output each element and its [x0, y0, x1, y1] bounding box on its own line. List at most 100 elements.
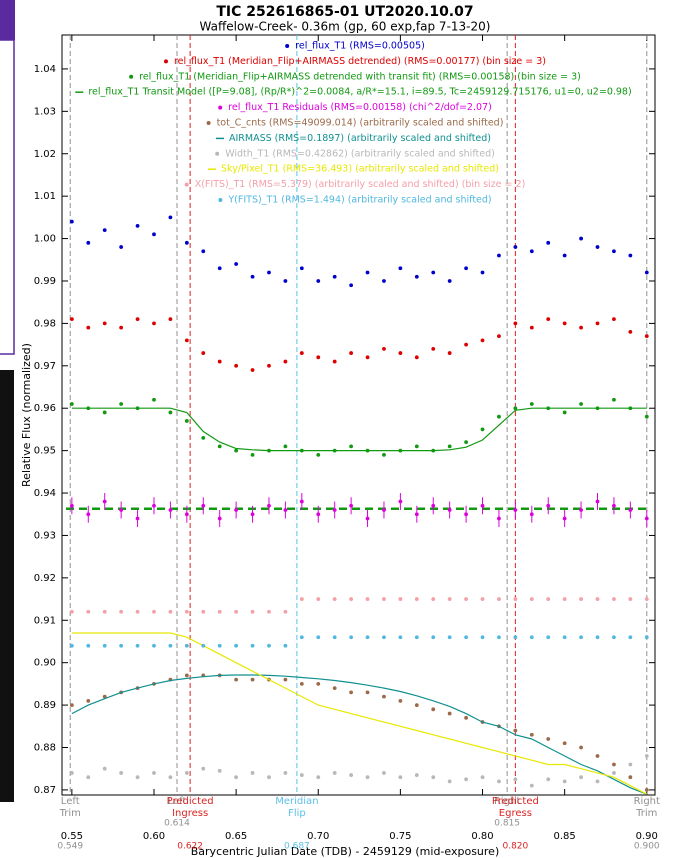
data-point: [414, 444, 419, 449]
legend-symbol: [163, 59, 168, 64]
data-point: [546, 635, 551, 640]
data-point: [513, 406, 518, 411]
data-point: [431, 270, 436, 275]
data-point: [316, 681, 321, 686]
data-point: [267, 270, 271, 275]
data-point: [102, 694, 107, 699]
data-point: [267, 503, 271, 508]
data-point: [283, 359, 288, 364]
marker-label: Left: [168, 796, 187, 807]
data-point: [102, 609, 107, 614]
series-line: [71, 632, 648, 795]
data-point: [69, 703, 74, 707]
y-tick-label: 0.95: [34, 446, 56, 457]
data-point: [628, 762, 633, 767]
data-point: [267, 775, 271, 780]
data-point: [102, 228, 107, 232]
data-point: [316, 775, 321, 780]
data-point: [86, 609, 91, 614]
data-point: [299, 681, 304, 686]
data-point: [217, 359, 222, 364]
data-point: [579, 597, 583, 601]
data-point: [562, 321, 567, 326]
data-point: [595, 597, 600, 601]
data-point: [152, 397, 156, 402]
data-point: [529, 512, 534, 517]
data-point: [69, 317, 74, 322]
data-point: [382, 508, 386, 512]
data-point: [267, 643, 271, 648]
legend-label: rel_flux_T1 (Meridian_Flip+AIRMASS detre…: [139, 71, 581, 82]
data-point: [398, 775, 403, 780]
data-point: [135, 643, 140, 648]
legend-symbol: [218, 105, 223, 110]
data-point: [382, 597, 386, 601]
data-point: [628, 635, 633, 640]
data-point: [69, 219, 74, 224]
data-point: [480, 338, 485, 343]
data-point: [431, 635, 436, 640]
x-tick-label: 0.55: [61, 831, 83, 842]
data-point: [628, 253, 633, 258]
data-point: [119, 643, 124, 648]
data-point: [217, 266, 222, 271]
legend-label: Width_T1 (RMS=0.42862) (arbitrarily scal…: [225, 148, 495, 159]
data-point: [562, 635, 567, 640]
data-point: [365, 597, 370, 601]
x-tick-label: 0.70: [307, 831, 329, 842]
data-point: [332, 274, 337, 279]
data-point: [135, 317, 140, 322]
chart-title: TIC 252616865-01 UT2020.10.07: [216, 4, 473, 20]
chart-subtitle: Waffelow-Creek- 0.36m (gp, 60 exp,fap 7-…: [200, 20, 491, 34]
data-point: [234, 363, 239, 368]
data-point: [414, 703, 419, 707]
data-point: [349, 444, 354, 449]
x-tick-label: 0.60: [143, 831, 165, 842]
data-point: [612, 771, 616, 775]
data-point: [579, 236, 583, 241]
y-axis-label: Relative Flux (normalized): [20, 343, 33, 487]
data-point: [546, 777, 551, 782]
data-point: [398, 597, 403, 601]
data-point: [332, 686, 337, 691]
data-point: [201, 643, 206, 648]
data-point: [184, 643, 189, 648]
marker-label: Ingress: [172, 808, 208, 819]
data-point: [316, 355, 321, 360]
legend-symbol: [285, 44, 290, 48]
data-point: [168, 775, 173, 780]
data-point: [644, 334, 649, 339]
data-point: [644, 597, 649, 601]
data-point: [447, 635, 452, 640]
data-point: [480, 270, 485, 275]
data-point: [250, 368, 255, 372]
data-point: [480, 503, 485, 508]
data-point: [628, 329, 633, 334]
y-tick-label: 0.96: [34, 403, 56, 414]
data-point: [464, 777, 468, 782]
marker-label: Right: [634, 796, 660, 807]
data-point: [168, 317, 173, 322]
data-point: [152, 232, 156, 237]
y-tick-label: 0.89: [34, 700, 56, 711]
data-point: [69, 643, 74, 648]
marker-value: 0.900: [634, 842, 660, 852]
data-point: [217, 643, 222, 648]
data-point: [414, 512, 419, 517]
data-point: [316, 452, 321, 457]
data-point: [546, 317, 551, 322]
data-point: [234, 609, 239, 614]
y-tick-label: 0.91: [34, 615, 56, 626]
data-point: [184, 771, 189, 775]
data-point: [234, 508, 239, 512]
data-point: [102, 643, 107, 648]
plot-frame: [61, 34, 656, 796]
data-point: [414, 274, 419, 279]
data-point: [102, 499, 107, 504]
data-point: [69, 503, 74, 508]
legend-label: rel_flux_T1 (RMS=0.00505): [295, 41, 425, 52]
sidebar-panel: [0, 39, 15, 355]
data-point: [595, 321, 600, 326]
data-point: [562, 779, 567, 784]
